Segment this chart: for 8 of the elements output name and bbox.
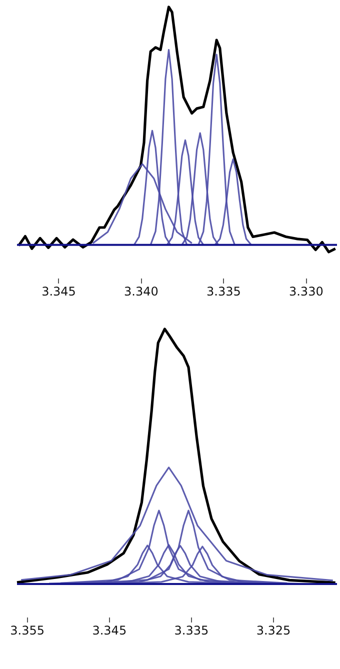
x-tick-label: 3.355 [10, 624, 45, 638]
x-tick-label: 3.345 [42, 284, 76, 298]
x-tick-label: 3.325 [256, 624, 291, 638]
x-tick-label: 3.340 [124, 284, 158, 298]
x-tick-label: 3.335 [206, 284, 241, 298]
x-tick-label: 3.335 [174, 624, 209, 638]
x-tick-label: 3.330 [288, 284, 324, 298]
x-tick-label: 3.345 [92, 624, 127, 638]
